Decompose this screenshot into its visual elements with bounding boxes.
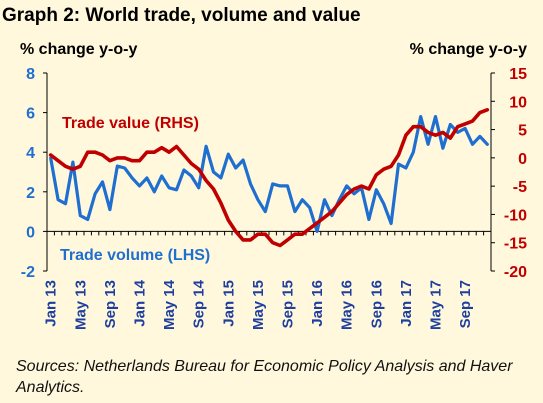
right-tick-label: 0 [518,151,527,168]
x-tick-label: May 17 [428,280,445,330]
x-tick-label: Sep 15 [280,280,297,328]
left-tick-label: 8 [26,66,35,83]
x-tick-label: Sep 17 [457,280,474,328]
left-tick-label: 2 [26,185,35,202]
x-tick-label: Jan 13 [43,280,60,327]
left-axis-title: % change y-o-y [20,41,137,58]
x-tick-label: Sep 16 [368,280,385,328]
chart-title: Graph 2: World trade, volume and value [2,5,361,26]
axes [46,73,492,271]
right-tick-label: -20 [504,264,527,281]
x-tick-label: May 15 [250,280,267,330]
right-tick-label: 5 [518,123,527,140]
x-tick-label: Jan 14 [132,279,149,326]
x-axis-ticks: Jan 13 May 13 Sep 13 Jan 14 May 14 Sep 14 Jan … [43,231,492,330]
source-note: Sources: Netherlands Bureau for Economic… [16,358,513,396]
x-tick-label: Jan 15 [220,280,237,327]
right-tick-label: -5 [513,179,527,196]
right-tick-label: -15 [504,236,527,253]
left-axis-ticks: -2 0 2 4 6 8 [21,66,47,281]
x-tick-label: Sep 14 [191,279,208,328]
series-line-trade-volume [49,114,489,233]
series-label-trade-volume: Trade volume (LHS) [60,247,210,264]
series-lines [48,108,490,248]
left-tick-label: -2 [21,264,35,281]
x-tick-label: Sep 13 [102,280,119,328]
x-tick-label: Jan 17 [398,280,415,327]
right-tick-label: -10 [504,207,527,224]
right-tick-label: 15 [509,66,527,83]
left-tick-label: 0 [26,224,35,241]
right-axis-ticks: -20 -15 -10 -5 0 5 10 15 [491,66,527,281]
x-tick-label: May 14 [161,279,178,330]
series-label-trade-value: Trade value (RHS) [62,115,199,132]
left-tick-label: 4 [26,145,35,162]
x-tick-label: May 16 [339,280,356,330]
x-tick-label: May 13 [72,280,89,330]
x-tick-label: Jan 16 [309,280,326,327]
series-line-trade-value [48,108,490,248]
right-tick-label: 10 [509,94,527,111]
right-axis-title: % change y-o-y [410,41,527,58]
left-tick-label: 6 [26,106,35,123]
